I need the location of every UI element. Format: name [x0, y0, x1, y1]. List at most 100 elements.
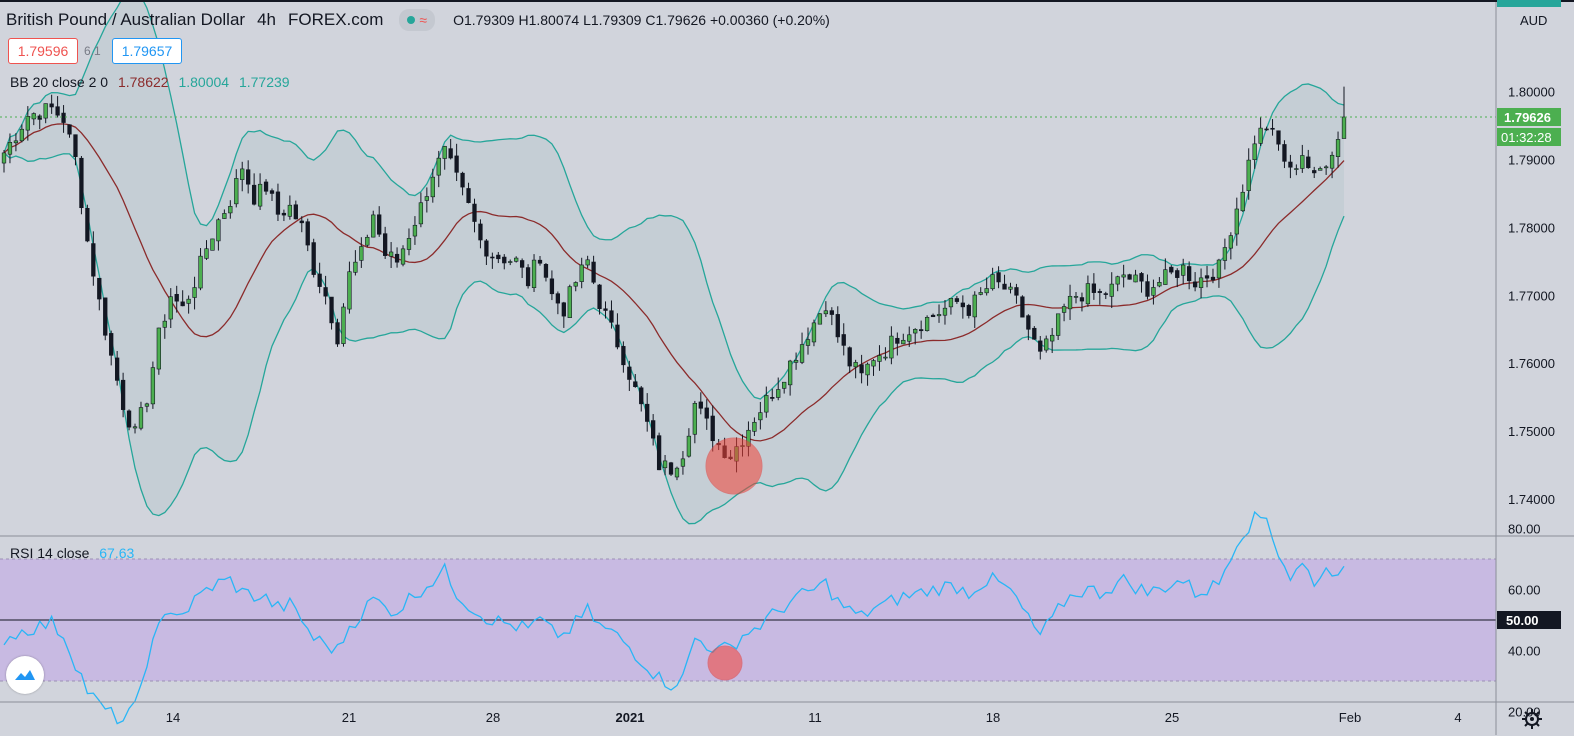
sell-button[interactable]: 1.79596: [8, 38, 78, 64]
candle: [91, 243, 96, 277]
candle: [7, 142, 13, 155]
rsi-low-marker-circle: [707, 645, 743, 681]
bb-legend[interactable]: BB 20 close 2 0 1.78622 1.80004 1.77239: [10, 74, 290, 90]
candle: [1276, 130, 1281, 145]
candle: [1192, 281, 1198, 288]
candle: [764, 395, 769, 413]
time-tick-label: 2021: [616, 710, 645, 725]
candle: [1335, 139, 1341, 157]
gear-icon[interactable]: [1520, 707, 1544, 731]
candle: [1341, 116, 1347, 139]
candle: [1032, 327, 1037, 340]
ohlc-values: O1.79309 H1.80074 L1.79309 C1.79626 +0.0…: [453, 12, 830, 28]
candle: [924, 316, 930, 331]
candle: [156, 327, 161, 370]
candle: [25, 116, 30, 131]
buy-button[interactable]: 1.79657: [112, 38, 182, 64]
candle: [555, 293, 561, 304]
candle: [525, 267, 531, 287]
candle: [359, 246, 364, 261]
candle: [412, 224, 418, 237]
candle: [472, 203, 477, 222]
candle: [621, 346, 626, 366]
time-tick-label: 4: [1454, 710, 1461, 725]
candle: [180, 301, 185, 307]
candle: [883, 356, 888, 359]
candle: [692, 402, 697, 435]
candle: [633, 381, 638, 388]
candle: [984, 288, 989, 294]
candle: [639, 387, 644, 405]
candle: [31, 113, 36, 120]
candle: [49, 103, 54, 108]
candle: [1252, 143, 1257, 161]
bb-upper-value: 1.80004: [178, 74, 230, 90]
candle: [710, 415, 715, 442]
candle: [1175, 270, 1180, 278]
candle: [1288, 161, 1293, 168]
candle: [257, 183, 263, 207]
market-status-toggle[interactable]: ≈: [399, 9, 436, 31]
candle: [531, 259, 537, 289]
candle: [311, 242, 316, 275]
rsi-legend[interactable]: RSI 14 close 67.63: [10, 545, 134, 561]
candle: [1055, 313, 1061, 336]
candle: [1020, 296, 1025, 318]
candle: [627, 366, 632, 380]
candle: [871, 360, 876, 367]
candle: [1038, 340, 1043, 352]
price-tick-label: 1.75000: [1508, 424, 1555, 439]
time-tick-label: 21: [342, 710, 356, 725]
rsi-tick-label: 60.00: [1508, 583, 1541, 598]
bb-basis-line: [3, 123, 1345, 442]
candle: [698, 401, 703, 409]
candle: [1050, 334, 1055, 342]
candle: [561, 302, 566, 317]
tradingview-logo-icon[interactable]: [6, 656, 44, 694]
price-tag-box: [1497, 107, 1561, 126]
candle: [1085, 283, 1091, 305]
candle: [567, 286, 572, 318]
candle: [519, 260, 525, 268]
candle: [615, 324, 620, 348]
symbol-header: British Pound / Australian Dollar 4h FOR…: [6, 6, 830, 34]
interval-label[interactable]: 4h: [257, 10, 276, 29]
candle: [1163, 269, 1168, 285]
candle: [73, 134, 78, 158]
candle: [1073, 296, 1079, 298]
time-tick-label: 25: [1165, 710, 1179, 725]
candle: [353, 261, 358, 273]
candle: [972, 294, 977, 318]
candle: [1169, 266, 1174, 273]
candle: [853, 362, 858, 368]
symbol-title[interactable]: British Pound / Australian Dollar: [6, 10, 246, 29]
candle: [484, 240, 489, 257]
candle: [460, 172, 465, 188]
candle: [287, 204, 293, 217]
price-tick-label: 1.76000: [1508, 356, 1555, 371]
candle: [424, 196, 429, 201]
candle: [240, 168, 245, 180]
candle: [1157, 282, 1162, 287]
candle: [1198, 277, 1204, 288]
candle: [329, 296, 334, 324]
countdown-box: [1497, 127, 1561, 146]
candle: [686, 435, 692, 457]
candle: [168, 296, 173, 320]
candle: [549, 278, 555, 295]
candle: [1216, 259, 1222, 279]
candle: [430, 176, 435, 198]
candle: [996, 272, 1001, 283]
candle: [1181, 264, 1186, 276]
time-tick-label: 28: [486, 710, 500, 725]
rsi-name: RSI 14 close: [10, 545, 90, 561]
bb-upper-line: [3, 0, 1345, 400]
candle: [448, 148, 453, 159]
candle: [19, 128, 25, 142]
candle: [186, 298, 191, 304]
candle: [1204, 275, 1210, 279]
candle: [930, 314, 936, 318]
candle: [859, 364, 864, 374]
candle: [246, 169, 251, 185]
